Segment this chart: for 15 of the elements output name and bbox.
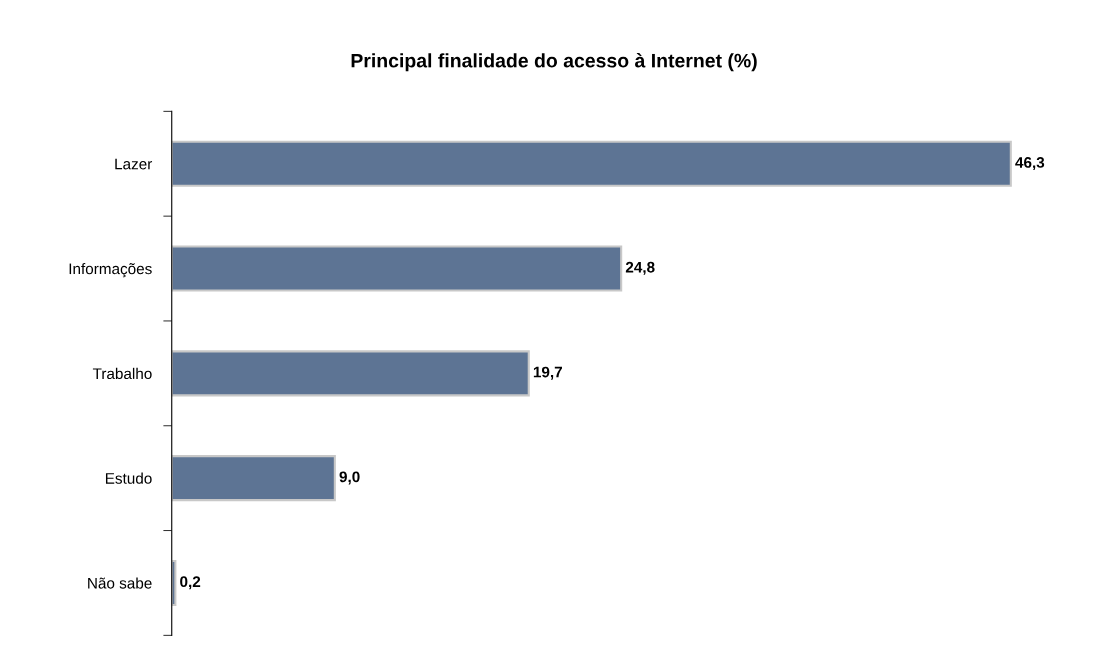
data-label: 46,3: [1015, 157, 1045, 171]
y-tick-label: Lazer: [115, 158, 153, 170]
chart-title: Principal finalidade do acesso à Internet (%): [351, 53, 757, 72]
data-label: 19,7: [533, 366, 562, 380]
y-tick-label: Estudo: [105, 472, 152, 484]
data-label: 24,8: [625, 261, 655, 275]
y-tick-label: Trabalho: [92, 367, 152, 380]
bar: [171, 455, 336, 502]
bar: [171, 245, 623, 292]
y-tick-label: Não sabe: [88, 577, 152, 589]
y-tick-label: Informações: [69, 263, 152, 278]
bar: [171, 140, 1012, 187]
data-label: 9,0: [339, 471, 360, 485]
bar: [171, 350, 530, 397]
data-label: 0,2: [180, 576, 201, 590]
